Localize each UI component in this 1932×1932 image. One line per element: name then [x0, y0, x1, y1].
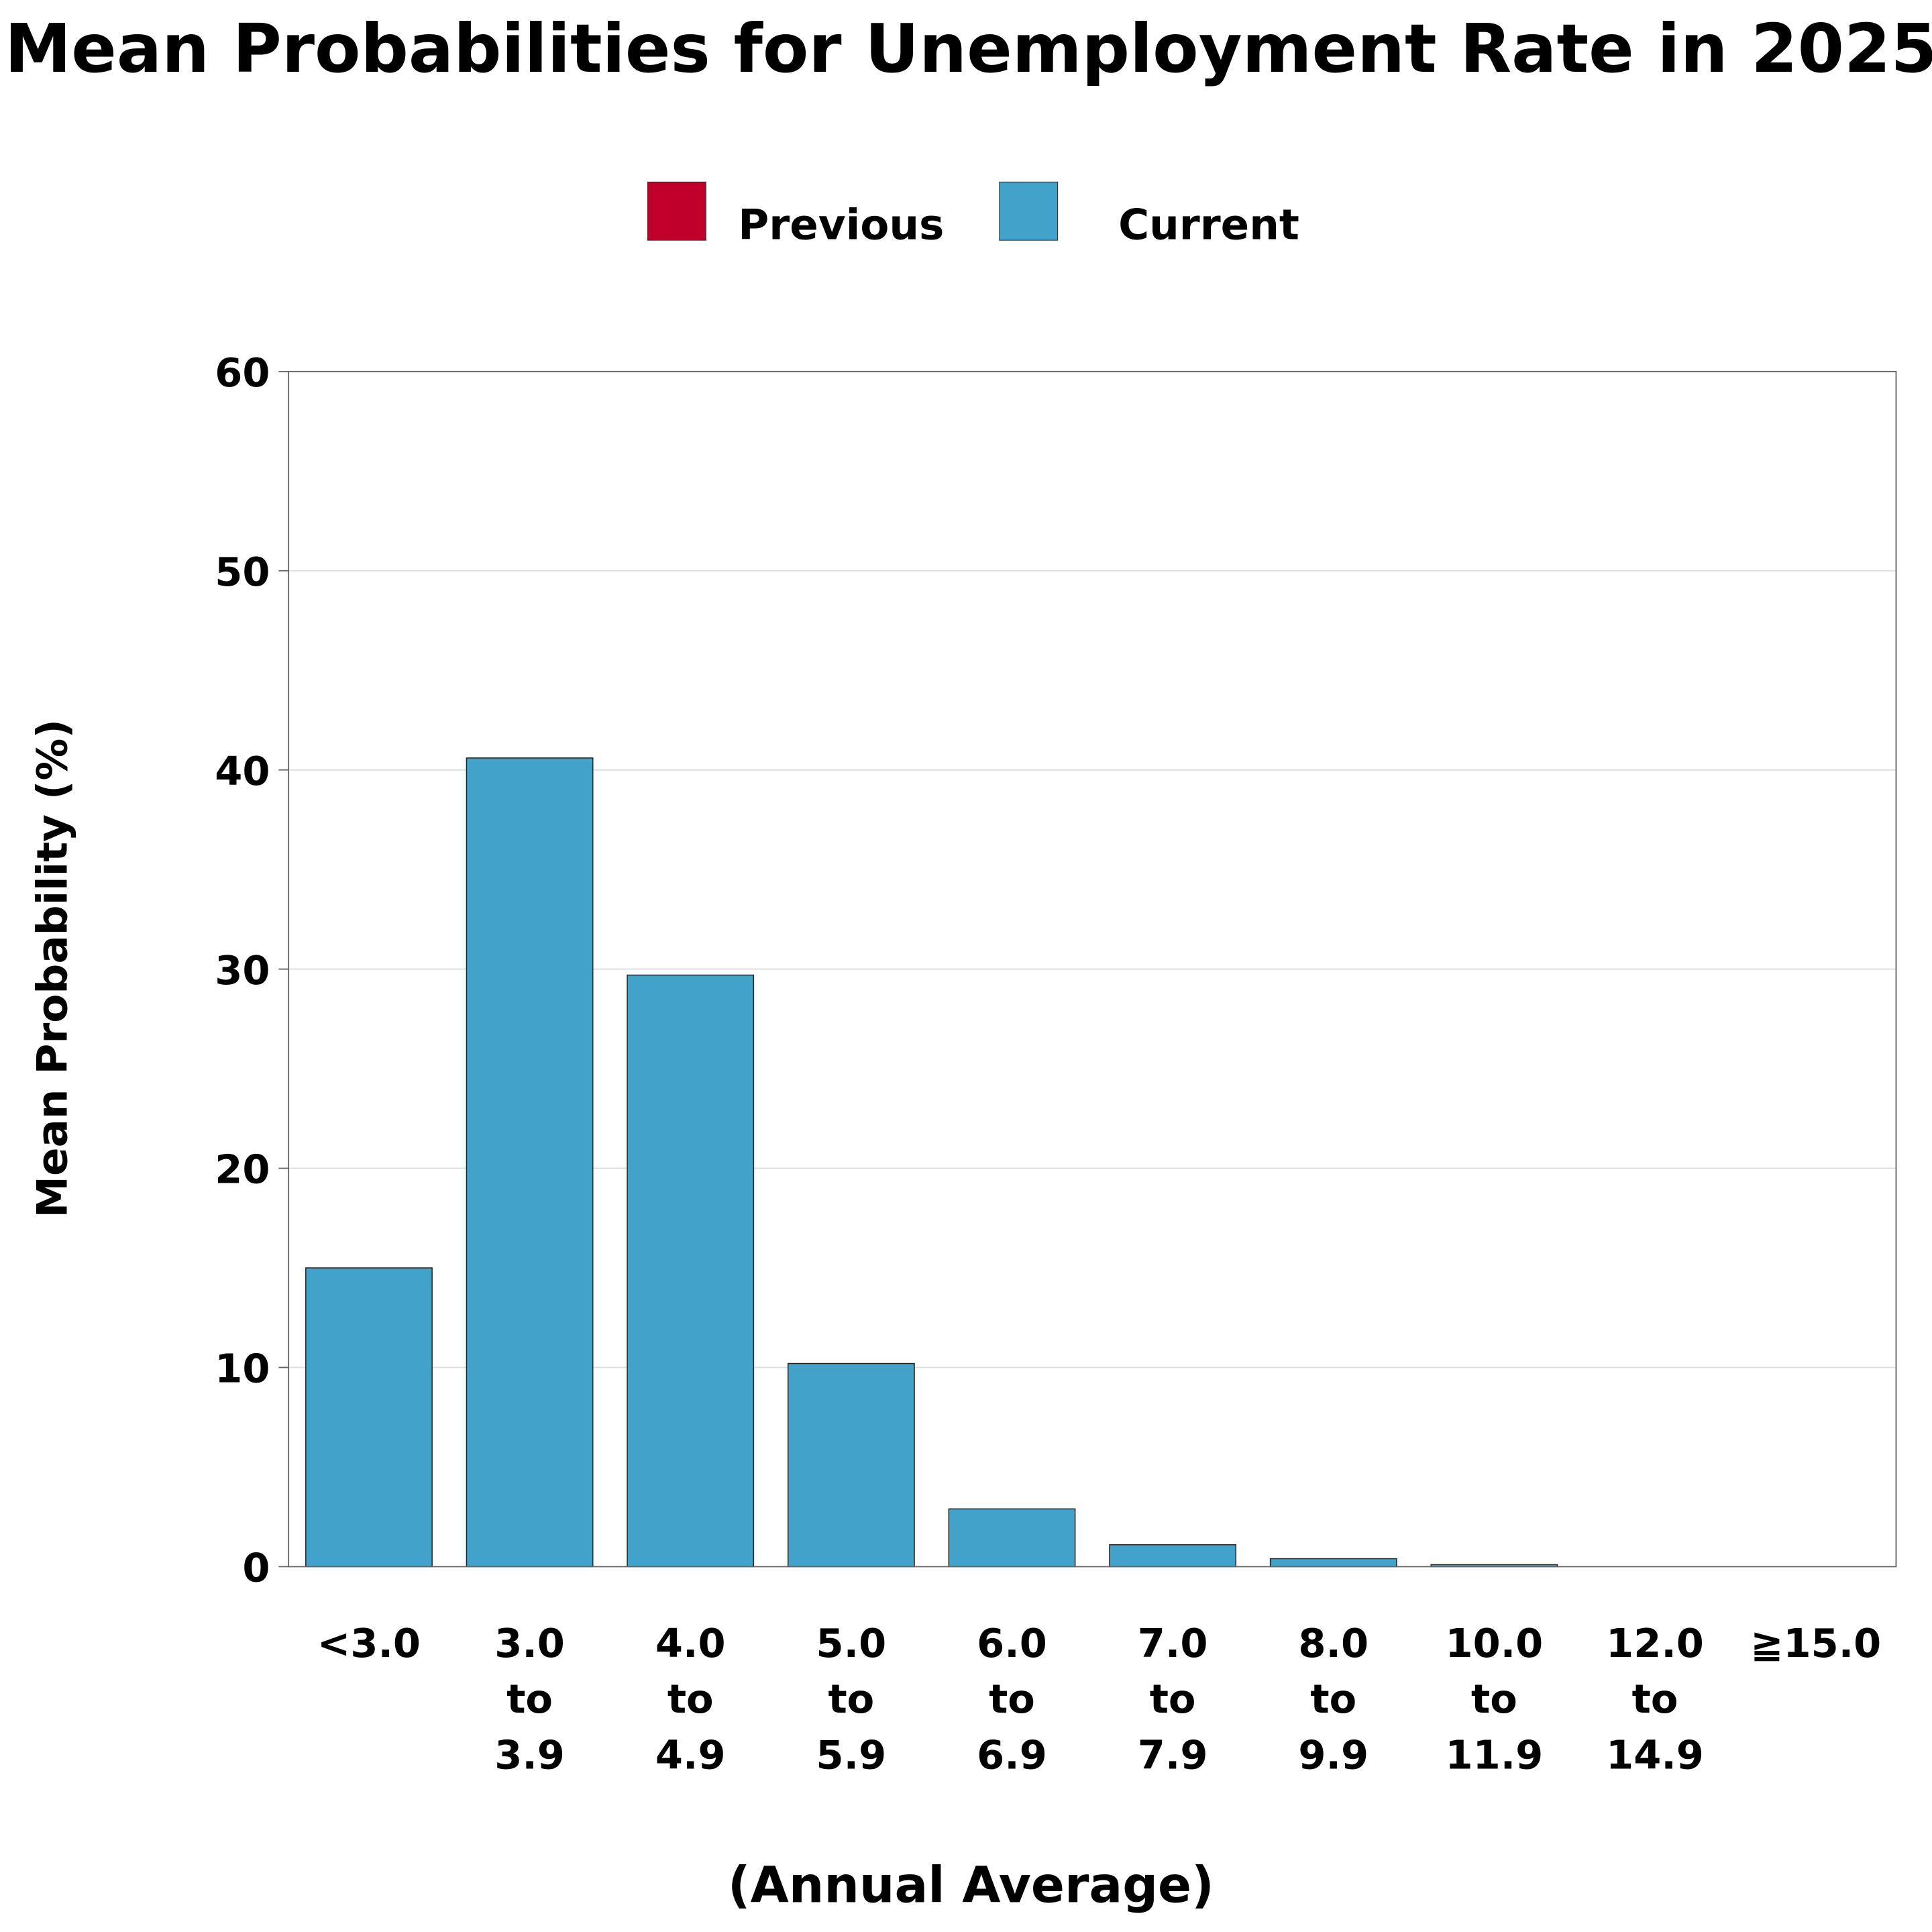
y-tick-label: 10	[215, 1346, 270, 1392]
x-tick-label: to	[828, 1676, 874, 1722]
x-tick-label: 4.9	[655, 1731, 726, 1778]
legend-swatch-current	[999, 181, 1059, 241]
bar-current	[466, 757, 594, 1568]
x-tick-label: ≧15.0	[1750, 1620, 1881, 1666]
bar-current	[787, 1362, 915, 1568]
x-tick-label: to	[1150, 1676, 1196, 1722]
bar-current	[305, 1267, 433, 1568]
x-tick-label: 8.0	[1298, 1620, 1368, 1666]
y-tick-label: 50	[215, 549, 270, 595]
x-tick-label: 6.0	[977, 1620, 1047, 1666]
y-tick-label: 60	[215, 350, 270, 396]
x-tick-label: 5.9	[816, 1731, 887, 1778]
legend-swatch-previous	[647, 181, 706, 241]
x-tick-label: 6.9	[977, 1731, 1047, 1778]
x-tick-label: 5.0	[816, 1620, 887, 1666]
x-tick-label: 3.0	[494, 1620, 565, 1666]
y-axis-ticks: 0 10 20 30 40 50 60	[215, 350, 289, 1591]
x-tick-label: to	[667, 1676, 714, 1722]
legend-label-previous: Previous	[738, 200, 944, 249]
x-tick-label: to	[506, 1676, 553, 1722]
y-tick-label: 40	[215, 748, 270, 794]
x-tick-label: to	[989, 1676, 1035, 1722]
y-tick-label: 30	[215, 947, 270, 994]
x-tick-label: 7.9	[1138, 1731, 1208, 1778]
x-tick-label: 9.9	[1298, 1731, 1368, 1778]
x-tick-label: 12.0	[1606, 1620, 1704, 1666]
y-tick-label: 0	[242, 1545, 270, 1591]
x-tick-label: to	[1632, 1676, 1678, 1722]
x-tick-label: 14.9	[1606, 1731, 1704, 1778]
bar-current	[627, 974, 755, 1568]
x-tick-label: 7.0	[1138, 1620, 1208, 1666]
x-tick-label: to	[1310, 1676, 1356, 1722]
bar-current	[1269, 1558, 1397, 1568]
legend-label-current: Current	[1118, 200, 1299, 249]
bar-current	[1109, 1544, 1237, 1568]
x-tick-label: 4.0	[655, 1620, 726, 1666]
chart-title: Mean Probabilities for Unemployment Rate…	[5, 9, 1932, 88]
x-tick-label: <3.0	[317, 1620, 421, 1666]
x-tick-label: 10.0	[1446, 1620, 1544, 1666]
plot-frame	[288, 370, 1897, 1568]
x-axis-label: (Annual Average)	[728, 1857, 1214, 1915]
x-tick-label: 11.9	[1446, 1731, 1544, 1778]
x-tick-label: to	[1471, 1676, 1517, 1722]
bars	[305, 757, 1558, 1568]
legend: Previous Current	[647, 181, 1299, 249]
x-tick-label: 3.9	[494, 1731, 565, 1778]
bar-current	[948, 1508, 1076, 1568]
y-tick-label: 20	[215, 1146, 270, 1193]
y-axis-label: Mean Probability (%)	[28, 719, 77, 1218]
x-axis-ticks: <3.0 3.0 to 3.9 4.0 to 4.9 5.0 to 5.9 6.0 to 6.9 7.0 t…	[317, 1620, 1881, 1778]
